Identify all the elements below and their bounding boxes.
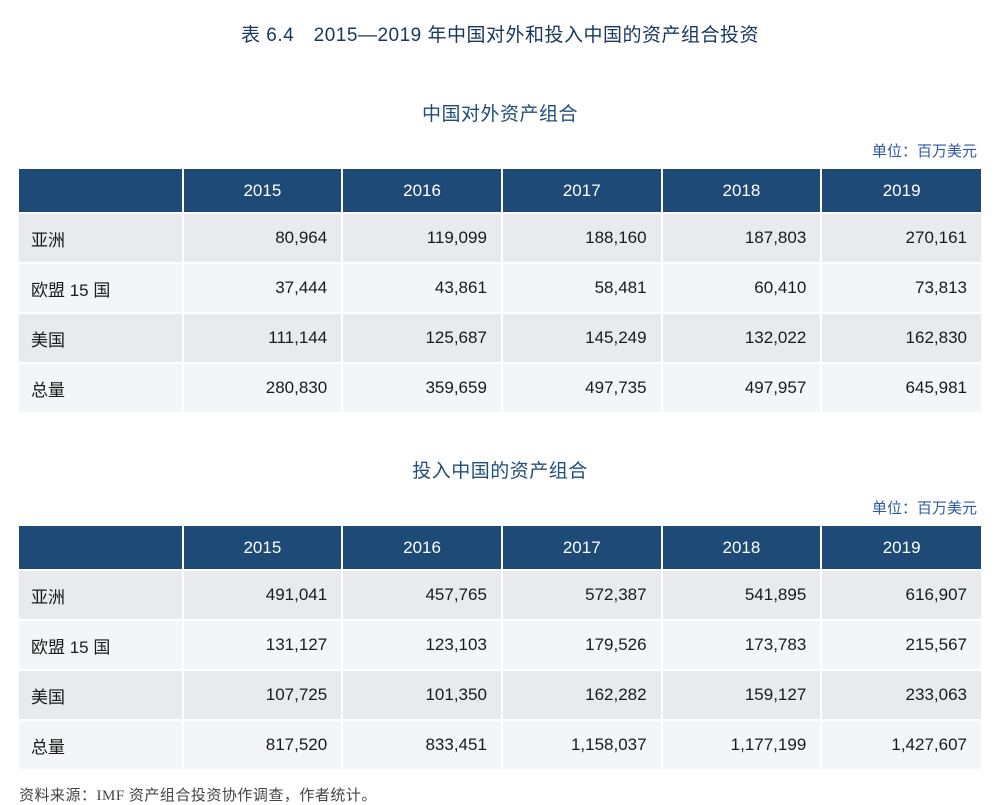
column-header: 2017: [500, 169, 663, 214]
table-row: 美国 111,144 125,687 145,249 132,022 162,830: [19, 312, 981, 364]
value-cell: 159,127: [660, 669, 823, 721]
value-cell: 123,103: [341, 619, 503, 671]
value-cell: 173,783: [660, 619, 823, 671]
row-label: 欧盟 15 国: [19, 262, 184, 314]
table-row: 总量 817,520 833,451 1,158,037 1,177,199 1,427,…: [19, 719, 981, 771]
column-header: 2015: [181, 169, 344, 214]
value-cell: 270,161: [820, 212, 981, 264]
column-header: 2017: [500, 526, 663, 571]
value-cell: 80,964: [181, 212, 344, 264]
value-cell: 215,567: [820, 619, 981, 671]
value-cell: 58,481: [500, 262, 663, 314]
value-cell: 359,659: [341, 362, 503, 414]
value-cell: 188,160: [500, 212, 663, 264]
value-cell: 572,387: [500, 569, 663, 621]
value-cell: 497,735: [500, 362, 663, 414]
column-header: 2018: [660, 169, 823, 214]
value-cell: 233,063: [820, 669, 981, 721]
value-cell: 132,022: [660, 312, 823, 364]
value-cell: 73,813: [820, 262, 981, 314]
value-cell: 119,099: [341, 212, 503, 264]
value-cell: 179,526: [500, 619, 663, 671]
value-cell: 162,282: [500, 669, 663, 721]
table-row: 欧盟 15 国 131,127 123,103 179,526 173,783 215,5…: [19, 619, 981, 671]
table-2-unit-label: 单位：百万美元: [871, 500, 977, 517]
value-cell: 491,041: [181, 569, 344, 621]
value-cell: 107,725: [181, 669, 344, 721]
table-1-unit-label: 单位：百万美元: [871, 143, 977, 160]
value-cell: 645,981: [820, 362, 981, 414]
row-label: 亚洲: [19, 569, 184, 621]
value-cell: 145,249: [500, 312, 663, 364]
value-cell: 817,520: [181, 719, 344, 771]
header-row: 2015 2016 2017 2018 2019: [19, 169, 981, 214]
row-label: 亚洲: [19, 212, 184, 264]
value-cell: 125,687: [341, 312, 503, 364]
page-title: 表 6.4 2015—2019 年中国对外和投入中国的资产组合投资: [240, 25, 759, 46]
value-cell: 541,895: [660, 569, 823, 621]
column-header: 2019: [820, 526, 981, 571]
value-cell: 131,127: [181, 619, 344, 671]
value-cell: 1,177,199: [660, 719, 823, 771]
value-cell: 497,957: [660, 362, 823, 414]
value-cell: 111,144: [181, 312, 344, 364]
row-label: 欧盟 15 国: [19, 619, 184, 671]
value-cell: 43,861: [341, 262, 503, 314]
value-cell: 187,803: [660, 212, 823, 264]
table-row: 美国 107,725 101,350 162,282 159,127 233,063: [19, 669, 981, 721]
value-cell: 101,350: [341, 669, 503, 721]
header-row: 2015 2016 2017 2018 2019: [19, 526, 981, 571]
table-2-title: 投入中国的资产组合: [412, 461, 588, 482]
table-row: 总量 280,830 359,659 497,735 497,957 645,981: [19, 362, 981, 414]
table-1-title: 中国对外资产组合: [421, 104, 578, 125]
row-label: 美国: [19, 312, 184, 364]
value-cell: 1,427,607: [820, 719, 981, 771]
source-note: 资料来源：IMF 资产组合投资协作调查，作者统计。: [19, 788, 377, 804]
outward-portfolio-table: 2015 2016 2017 2018 2019 亚洲 80,964 119,099 188,1…: [19, 169, 981, 414]
value-cell: 37,444: [181, 262, 344, 314]
table-row: 欧盟 15 国 37,444 43,861 58,481 60,410 73,813: [19, 262, 981, 314]
inward-portfolio-table: 2015 2016 2017 2018 2019 亚洲 491,041 457,765 572,…: [19, 526, 981, 771]
row-label: 美国: [19, 669, 184, 721]
value-cell: 1,158,037: [500, 719, 663, 771]
column-header: 2015: [181, 526, 344, 571]
value-cell: 616,907: [820, 569, 981, 621]
document-page: 表 6.4 2015—2019 年中国对外和投入中国的资产组合投资 中国对外资产…: [19, 25, 981, 804]
value-cell: 162,830: [820, 312, 981, 364]
column-header: 2018: [660, 526, 823, 571]
table-row: 亚洲 491,041 457,765 572,387 541,895 616,907: [19, 569, 981, 621]
corner-cell: [19, 526, 184, 571]
column-header: 2019: [820, 169, 981, 214]
column-header: 2016: [341, 169, 503, 214]
value-cell: 833,451: [341, 719, 503, 771]
corner-cell: [19, 169, 184, 214]
column-header: 2016: [341, 526, 503, 571]
value-cell: 60,410: [660, 262, 823, 314]
value-cell: 457,765: [341, 569, 503, 621]
table-row: 亚洲 80,964 119,099 188,160 187,803 270,161: [19, 212, 981, 264]
row-label: 总量: [19, 719, 184, 771]
row-label: 总量: [19, 362, 184, 414]
value-cell: 280,830: [181, 362, 344, 414]
